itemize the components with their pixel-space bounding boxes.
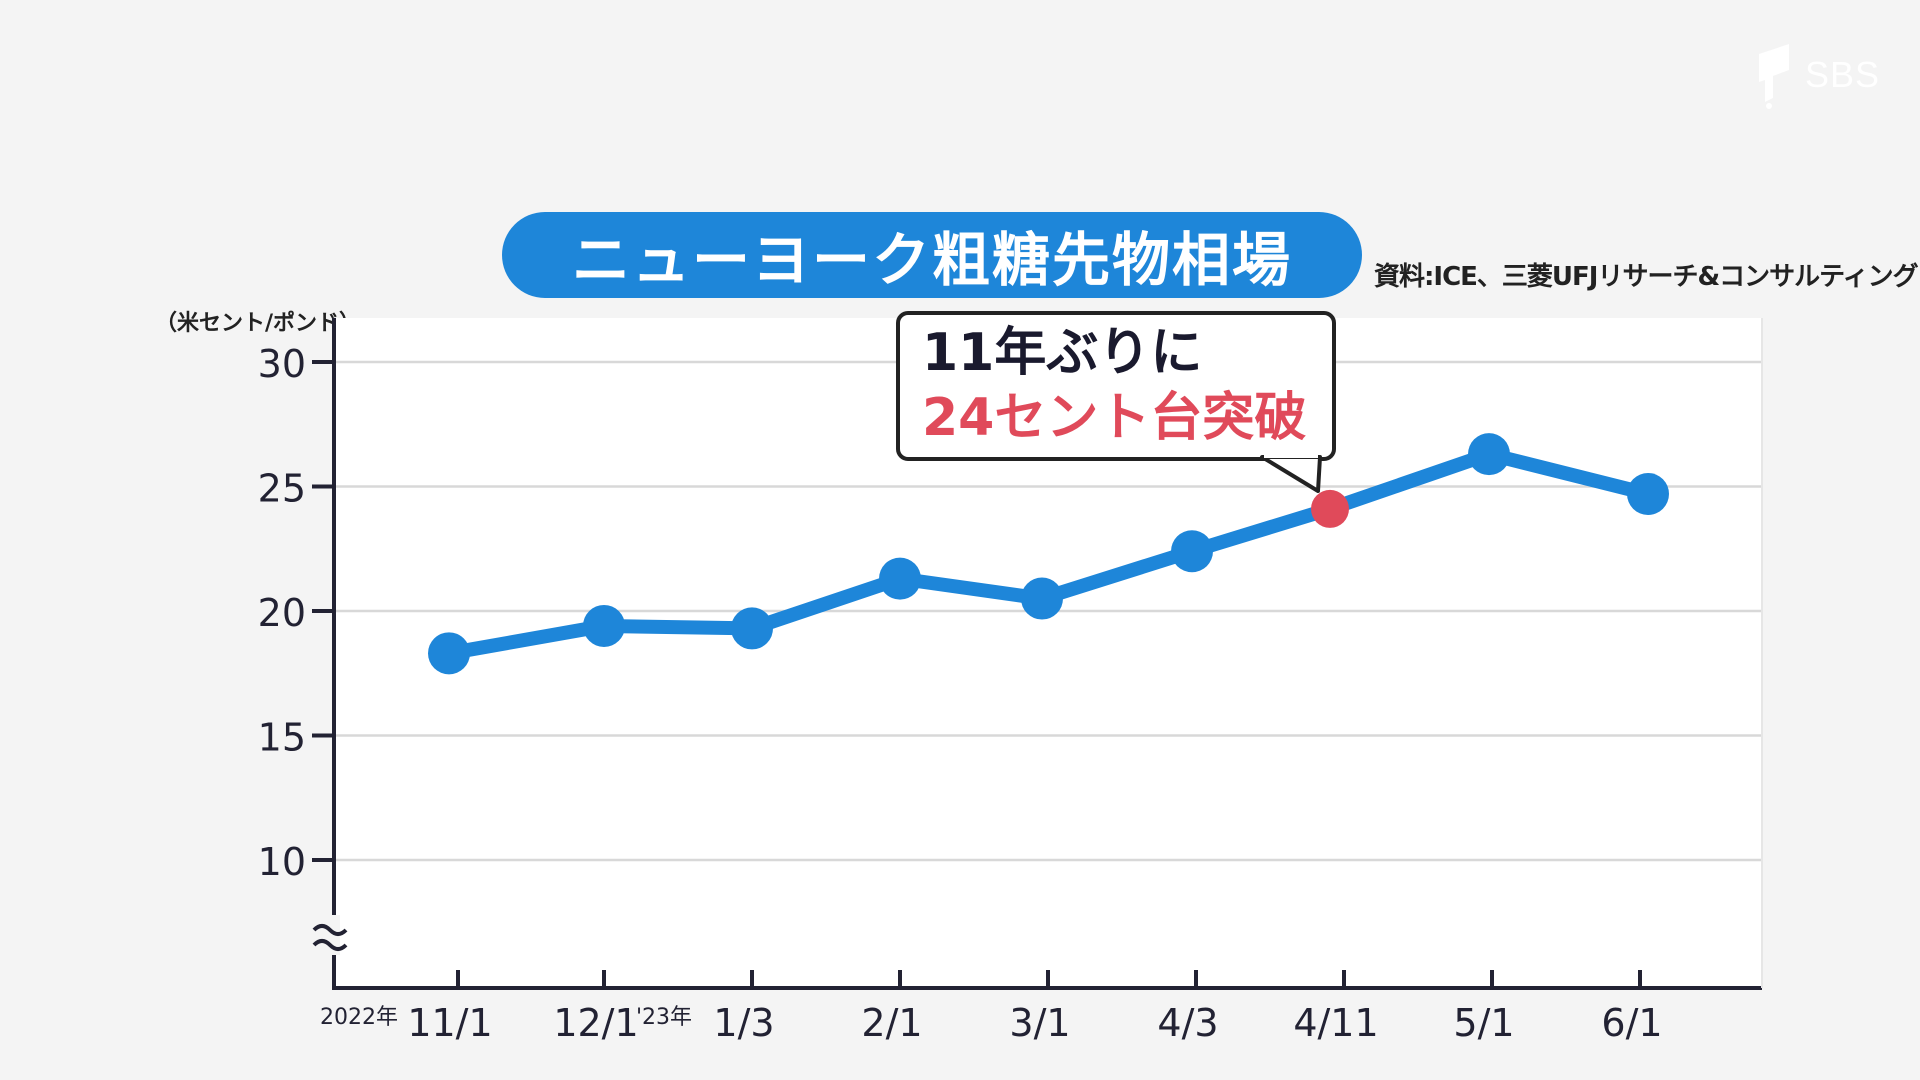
source-credit: 資料:ICE、三菱UFJリサーチ&コンサルティング [1374,262,1919,292]
y-tick-label-20: 20 [258,591,306,635]
data-point-8 [1627,472,1669,515]
data-point-5 [1171,530,1213,573]
data-point-3 [879,557,921,600]
sbs-logo-text: SBS [1805,54,1881,95]
chart-title: ニューヨーク粗糖先物相場 [571,226,1292,294]
axis-break-wave-2 [312,939,348,951]
y-tick-label-10: 10 [258,840,306,884]
sbs-logo-icon [1759,44,1789,109]
x-tick-label-6: 4/11 [1293,1001,1378,1045]
data-point-1 [583,604,625,647]
series-line [442,447,1655,661]
x-year-label-1: '23年 [636,1005,692,1030]
data-point-2 [731,607,773,650]
axis-break-icon [310,915,348,955]
x-tick-label-4: 3/1 [1009,1001,1070,1045]
annotation-callout: 11年ぶりに 24セント台突破 [896,311,1336,461]
data-point-7 [1468,433,1510,476]
x-tick-label-7: 5/1 [1453,1001,1514,1045]
x-year-label-0: 2022年 [320,1005,398,1030]
callout-line-2: 24セント台突破 [922,388,1307,448]
x-tick-label-3: 2/1 [861,1001,922,1045]
data-point-0 [428,632,470,675]
x-tick-label-2: 1/3 [713,1001,774,1045]
series-sugar-futures [428,433,1669,675]
data-point-4 [1021,577,1063,620]
axis-break-wave-1 [312,924,348,936]
x-tick-label-0: 11/1 [407,1001,492,1045]
grid-lines [334,360,1762,862]
y-tick-label-15: 15 [258,716,306,760]
y-tick-label-25: 25 [258,467,306,511]
y-tick-label-30: 30 [258,342,306,386]
x-tick-label-5: 4/3 [1157,1001,1218,1045]
x-axis-ticks: 11/1 12/1 1/3 2/1 3/1 4/3 4/11 5/1 6/1 2022年 '23年 [320,970,1663,1045]
chart-title-banner: ニューヨーク粗糖先物相場 [502,212,1362,298]
x-tick-label-1: 12/1 [553,1001,638,1045]
y-axis-unit-label: （米セント/ポンド） [155,311,362,336]
y-axis-ticks: 10 15 20 25 30 [258,342,334,884]
callout-line-1: 11年ぶりに [922,323,1203,383]
sbs-logo: SBS [1755,40,1880,110]
data-point-highlight [1311,489,1349,528]
x-tick-label-8: 6/1 [1601,1001,1662,1045]
